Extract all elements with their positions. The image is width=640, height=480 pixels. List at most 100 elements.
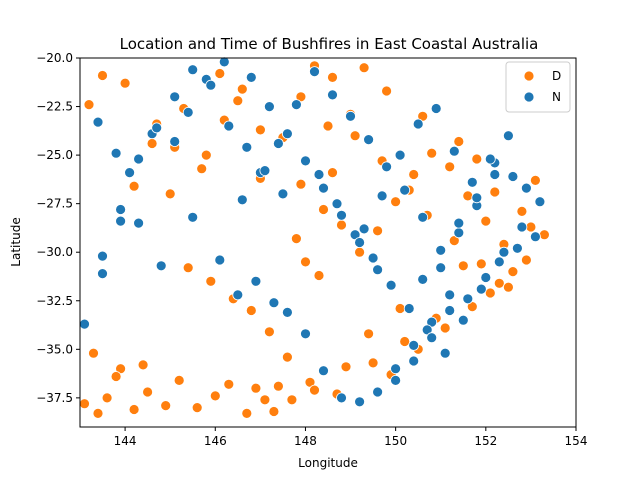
point-d	[358, 62, 370, 74]
point-d	[457, 260, 469, 272]
point-d	[137, 359, 149, 371]
point-n	[444, 305, 456, 316]
point-n	[318, 182, 329, 194]
point-d	[340, 361, 352, 373]
point-d	[173, 374, 185, 386]
point-n	[115, 215, 126, 227]
point-d	[196, 163, 208, 175]
point-n	[412, 118, 424, 130]
point-d	[327, 72, 338, 83]
y-tick-label: −32.5	[36, 294, 73, 308]
point-d	[394, 303, 406, 314]
point-n	[507, 171, 519, 182]
y-tick-label: −27.5	[36, 197, 73, 211]
point-d	[236, 83, 248, 95]
point-d	[439, 322, 451, 334]
point-d	[97, 70, 108, 81]
point-d	[493, 277, 505, 289]
x-axis-label: Longitude	[298, 456, 358, 470]
point-n	[512, 242, 523, 254]
point-d	[79, 398, 90, 410]
point-d	[399, 336, 411, 347]
point-d	[191, 402, 203, 414]
point-n	[376, 190, 388, 202]
point-d	[209, 390, 221, 402]
x-tick-label: 148	[294, 434, 317, 448]
point-n	[97, 250, 108, 262]
point-n	[385, 279, 397, 291]
point-d	[205, 275, 217, 287]
point-n	[313, 169, 325, 180]
point-n	[151, 122, 163, 134]
point-n	[272, 138, 284, 149]
point-n	[236, 194, 248, 206]
legend-marker-d	[523, 70, 535, 82]
point-d	[525, 221, 537, 233]
point-d	[453, 136, 465, 147]
point-n	[218, 56, 230, 68]
y-tick-label: −37.5	[36, 391, 73, 405]
point-n	[300, 328, 311, 340]
point-d	[272, 380, 284, 392]
point-n	[363, 134, 375, 146]
point-n	[92, 116, 104, 128]
x-tick-label: 152	[474, 434, 497, 448]
point-d	[110, 371, 122, 382]
point-n	[281, 306, 293, 318]
point-d	[286, 394, 298, 406]
point-n	[336, 392, 347, 404]
point-n	[435, 244, 447, 256]
point-n	[115, 204, 126, 215]
point-n	[367, 252, 379, 264]
point-n	[331, 198, 343, 210]
point-n	[502, 130, 514, 142]
point-n	[358, 223, 370, 235]
point-d	[290, 233, 302, 245]
point-n	[448, 145, 460, 157]
point-d	[300, 256, 311, 268]
point-n	[300, 155, 311, 167]
point-n	[79, 318, 90, 330]
point-d	[259, 394, 271, 406]
point-n	[430, 103, 442, 114]
y-tick-label: −30.0	[36, 245, 73, 259]
point-n	[259, 165, 271, 177]
point-n	[381, 161, 393, 173]
point-n	[263, 101, 275, 112]
point-n	[245, 72, 257, 83]
point-n	[241, 141, 253, 153]
point-n	[475, 283, 487, 295]
point-n	[309, 66, 320, 77]
point-n	[489, 169, 501, 180]
point-d	[489, 186, 501, 198]
point-n	[169, 136, 181, 147]
point-n	[471, 192, 483, 204]
point-d	[408, 169, 420, 180]
point-n	[417, 211, 429, 223]
point-d	[502, 281, 514, 293]
point-n	[399, 184, 411, 196]
point-n	[453, 217, 465, 229]
point-n	[205, 79, 217, 91]
x-tick-label: 150	[384, 434, 407, 448]
y-tick-label: −25.0	[36, 148, 73, 162]
legend-marker-n	[523, 91, 535, 103]
point-n	[97, 268, 108, 280]
legend-label-n: N	[552, 90, 561, 104]
point-d	[367, 357, 379, 369]
point-d	[223, 378, 235, 390]
point-d	[327, 167, 338, 179]
point-n	[390, 363, 402, 375]
point-n	[516, 221, 528, 233]
point-n	[394, 149, 406, 161]
point-d	[381, 85, 393, 97]
point-d	[200, 149, 212, 161]
point-d	[349, 130, 361, 142]
y-tick-label: −20.0	[36, 51, 73, 65]
point-n	[110, 147, 122, 159]
point-n	[354, 237, 366, 248]
point-d	[268, 406, 280, 417]
point-d	[372, 225, 384, 237]
legend-label-d: D	[552, 69, 561, 83]
